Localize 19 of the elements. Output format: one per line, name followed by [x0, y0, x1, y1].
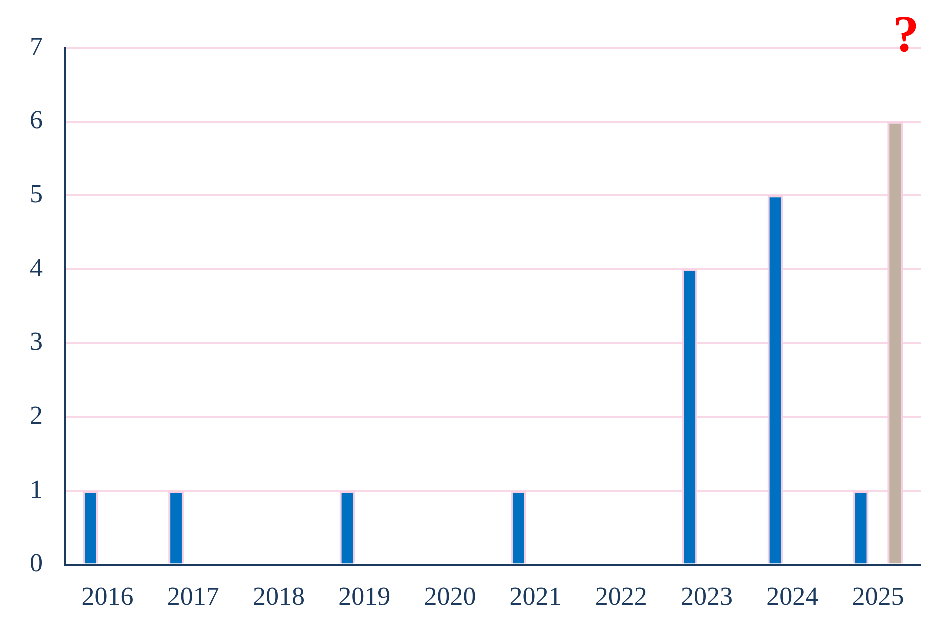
x-tick-label: 2020	[424, 582, 476, 612]
y-tick-label: 7	[30, 32, 43, 61]
y-tick-label: 5	[30, 179, 43, 208]
x-tick-label: 2023	[681, 582, 733, 612]
x-tick-label: 2024	[766, 582, 819, 612]
x-tick-label: 2025	[852, 582, 904, 612]
x-tick-label: 2022	[595, 582, 648, 612]
y-tick-label: 1	[30, 474, 43, 504]
x-tick-label: 2021	[510, 582, 562, 612]
y-tick-label: 6	[30, 106, 43, 135]
y-tick-label: 2	[30, 400, 43, 430]
x-tick-label: 2019	[338, 582, 391, 612]
annotation: ?	[893, 6, 920, 64]
y-tick-label: 0	[30, 548, 43, 578]
x-tick-label: 2016	[82, 582, 134, 612]
x-tick-label: 2017	[167, 582, 220, 612]
y-tick-label: 3	[30, 327, 43, 356]
y-tick-label: 4	[30, 253, 43, 282]
x-tick-label: 2018	[253, 582, 305, 612]
